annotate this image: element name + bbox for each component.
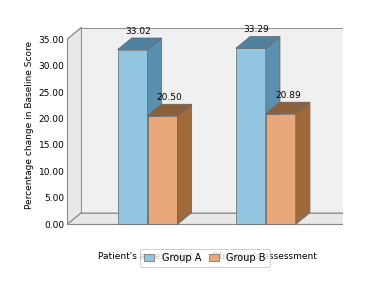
Polygon shape bbox=[147, 116, 178, 224]
Polygon shape bbox=[266, 102, 310, 114]
Polygon shape bbox=[117, 38, 162, 50]
Polygon shape bbox=[296, 102, 310, 224]
Polygon shape bbox=[67, 213, 357, 224]
Polygon shape bbox=[147, 38, 162, 224]
Polygon shape bbox=[147, 104, 192, 116]
Polygon shape bbox=[236, 37, 280, 48]
Y-axis label: Percentage change in Baseline Score: Percentage change in Baseline Score bbox=[25, 41, 34, 209]
Polygon shape bbox=[117, 50, 147, 224]
Polygon shape bbox=[236, 48, 266, 224]
Polygon shape bbox=[81, 28, 357, 213]
Polygon shape bbox=[67, 28, 81, 224]
Text: 33.02: 33.02 bbox=[125, 27, 151, 36]
Polygon shape bbox=[178, 104, 192, 224]
Text: 20.50: 20.50 bbox=[157, 93, 182, 102]
Text: 20.89: 20.89 bbox=[275, 91, 301, 100]
Polygon shape bbox=[266, 114, 296, 224]
Legend: Group A, Group B: Group A, Group B bbox=[141, 249, 270, 267]
Text: 33.29: 33.29 bbox=[244, 25, 269, 34]
Polygon shape bbox=[266, 37, 280, 224]
